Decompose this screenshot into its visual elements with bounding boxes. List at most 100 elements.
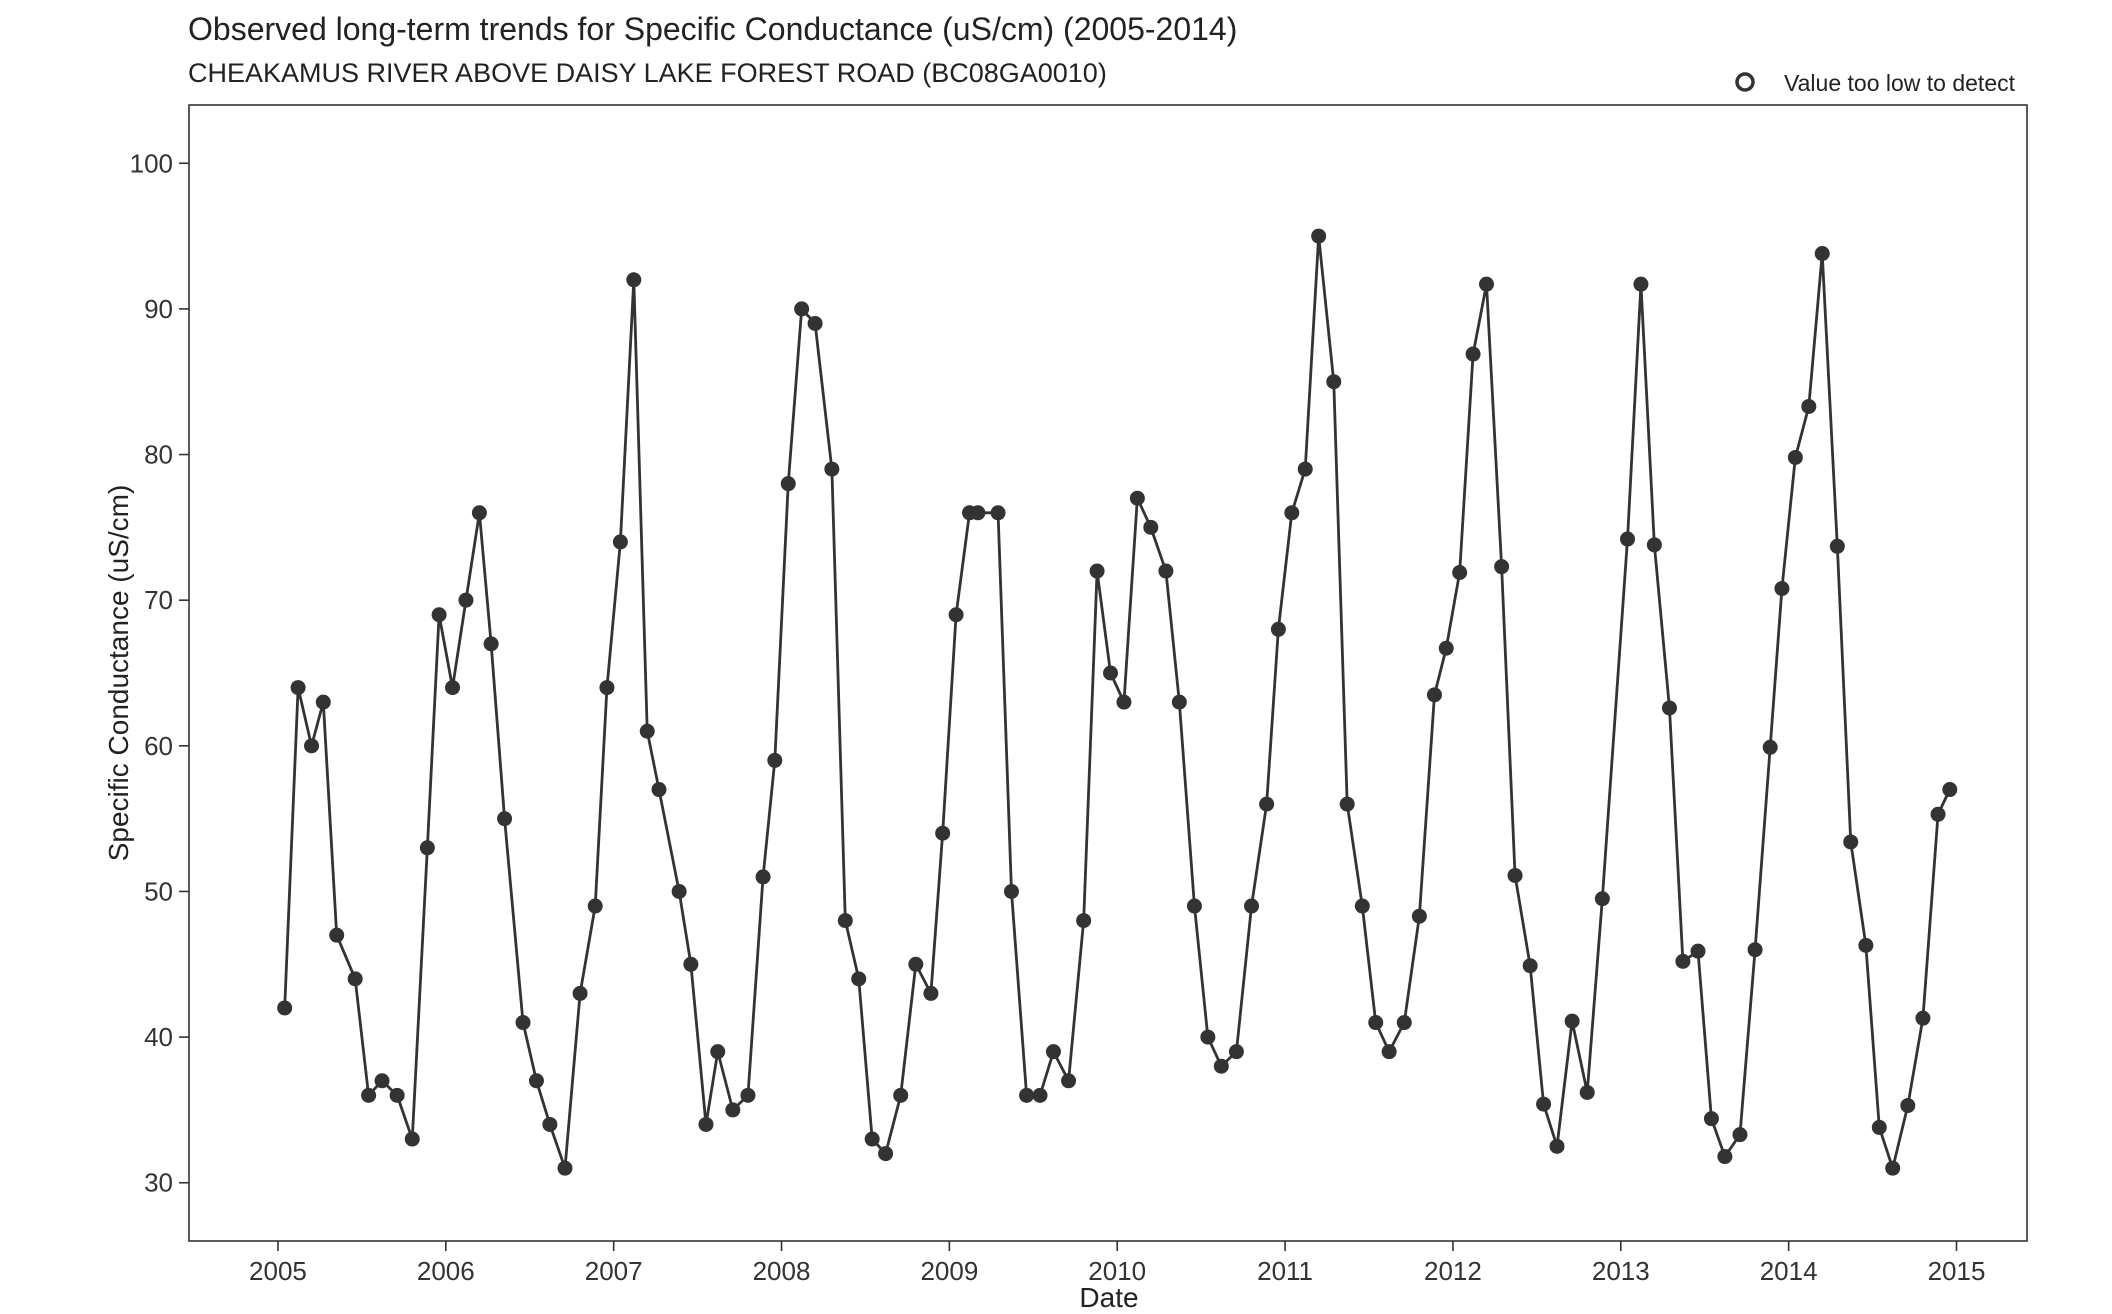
data-point: [1465, 346, 1481, 362]
data-point: [1186, 898, 1202, 914]
data-point: [1354, 898, 1370, 914]
data-point: [458, 592, 474, 608]
data-point: [864, 1131, 880, 1147]
data-point: [1032, 1087, 1048, 1103]
data-point: [807, 315, 823, 331]
data-point: [1158, 563, 1174, 579]
data-point: [1675, 953, 1691, 969]
data-point: [948, 607, 964, 623]
data-point: [1045, 1044, 1061, 1060]
data-point: [794, 301, 810, 317]
y-tick-label: 50: [144, 876, 173, 906]
y-tick-label: 40: [144, 1022, 173, 1052]
data-point: [1646, 537, 1662, 553]
x-tick-label: 2013: [1592, 1256, 1650, 1286]
data-point: [626, 272, 642, 288]
data-point: [528, 1073, 544, 1089]
data-point: [599, 680, 615, 696]
data-point: [1915, 1010, 1931, 1026]
data-point: [1259, 796, 1275, 812]
data-point: [1452, 565, 1468, 581]
x-axis: 2005 2006 2007 2008 2009 2010 2011 2012 2013 2014…: [249, 1241, 1985, 1286]
data-point: [1171, 694, 1187, 710]
data-point: [1717, 1149, 1733, 1165]
x-tick-label: 2010: [1088, 1256, 1146, 1286]
data-point: [1396, 1015, 1412, 1031]
data-point: [497, 811, 513, 827]
data-point: [1143, 519, 1159, 535]
data-point: [1774, 581, 1790, 597]
data-point: [1381, 1044, 1397, 1060]
data-point: [1116, 694, 1132, 710]
data-point: [1787, 449, 1803, 465]
y-tick-label: 80: [144, 440, 173, 470]
data-point: [1129, 490, 1145, 506]
data-point: [347, 971, 363, 987]
data-point: [1438, 640, 1454, 656]
x-tick-label: 2011: [1257, 1256, 1313, 1286]
x-tick-label: 2009: [920, 1256, 978, 1286]
data-point: [1549, 1138, 1565, 1154]
legend: Value too low to detect: [1735, 70, 2016, 96]
y-tick-label: 60: [144, 731, 173, 761]
x-tick-label: 2012: [1424, 1256, 1482, 1286]
chart-title: Observed long-term trends for Specific C…: [188, 11, 1237, 47]
data-point: [612, 534, 628, 550]
x-tick-label: 2008: [753, 1256, 811, 1286]
data-point: [908, 956, 924, 972]
data-point: [1594, 891, 1610, 907]
data-point: [1633, 276, 1649, 292]
data-point: [1426, 687, 1442, 703]
x-tick-label: 2007: [585, 1256, 643, 1286]
data-point: [767, 752, 783, 768]
data-point: [1368, 1015, 1384, 1031]
data-point: [431, 607, 447, 623]
series-points: [277, 228, 1958, 1176]
data-point: [1089, 563, 1105, 579]
data-point: [304, 738, 320, 754]
x-tick-label: 2015: [1928, 1256, 1986, 1286]
data-point: [1747, 942, 1763, 958]
data-point: [1019, 1087, 1035, 1103]
data-point: [893, 1087, 909, 1103]
legend-open-circle-marker: [1735, 72, 1755, 92]
data-point: [671, 883, 687, 899]
data-point: [651, 782, 667, 798]
data-point: [1284, 505, 1300, 521]
data-point: [1690, 943, 1706, 959]
data-point: [780, 476, 796, 492]
y-axis-label: Specific Conductance (uS/cm): [103, 485, 134, 862]
x-tick-label: 2005: [249, 1256, 307, 1286]
data-point: [683, 956, 699, 972]
data-point: [1270, 621, 1286, 637]
x-axis-label: Date: [1079, 1282, 1138, 1309]
data-point: [1200, 1029, 1216, 1045]
data-point: [404, 1131, 420, 1147]
legend-label: Value too low to detect: [1784, 70, 2016, 96]
data-point: [1311, 228, 1327, 244]
data-point: [290, 680, 306, 696]
data-point: [1536, 1096, 1552, 1112]
data-point: [1228, 1044, 1244, 1060]
data-point: [740, 1087, 756, 1103]
data-point: [1103, 665, 1119, 681]
data-point: [698, 1116, 714, 1132]
data-point: [878, 1146, 894, 1162]
data-point: [1297, 461, 1313, 477]
data-point: [572, 985, 588, 1001]
data-point: [1326, 374, 1342, 390]
data-point: [1244, 898, 1260, 914]
data-point: [374, 1073, 390, 1089]
chart-subtitle: CHEAKAMUS RIVER ABOVE DAISY LAKE FOREST …: [188, 58, 1107, 88]
data-point: [1871, 1119, 1887, 1135]
y-tick-label: 90: [144, 294, 173, 324]
data-point: [1703, 1111, 1719, 1127]
data-point: [1930, 806, 1946, 822]
data-point: [471, 505, 487, 521]
data-point: [419, 840, 435, 856]
data-point: [1507, 867, 1523, 883]
data-point: [935, 825, 951, 841]
data-point: [1829, 538, 1845, 554]
